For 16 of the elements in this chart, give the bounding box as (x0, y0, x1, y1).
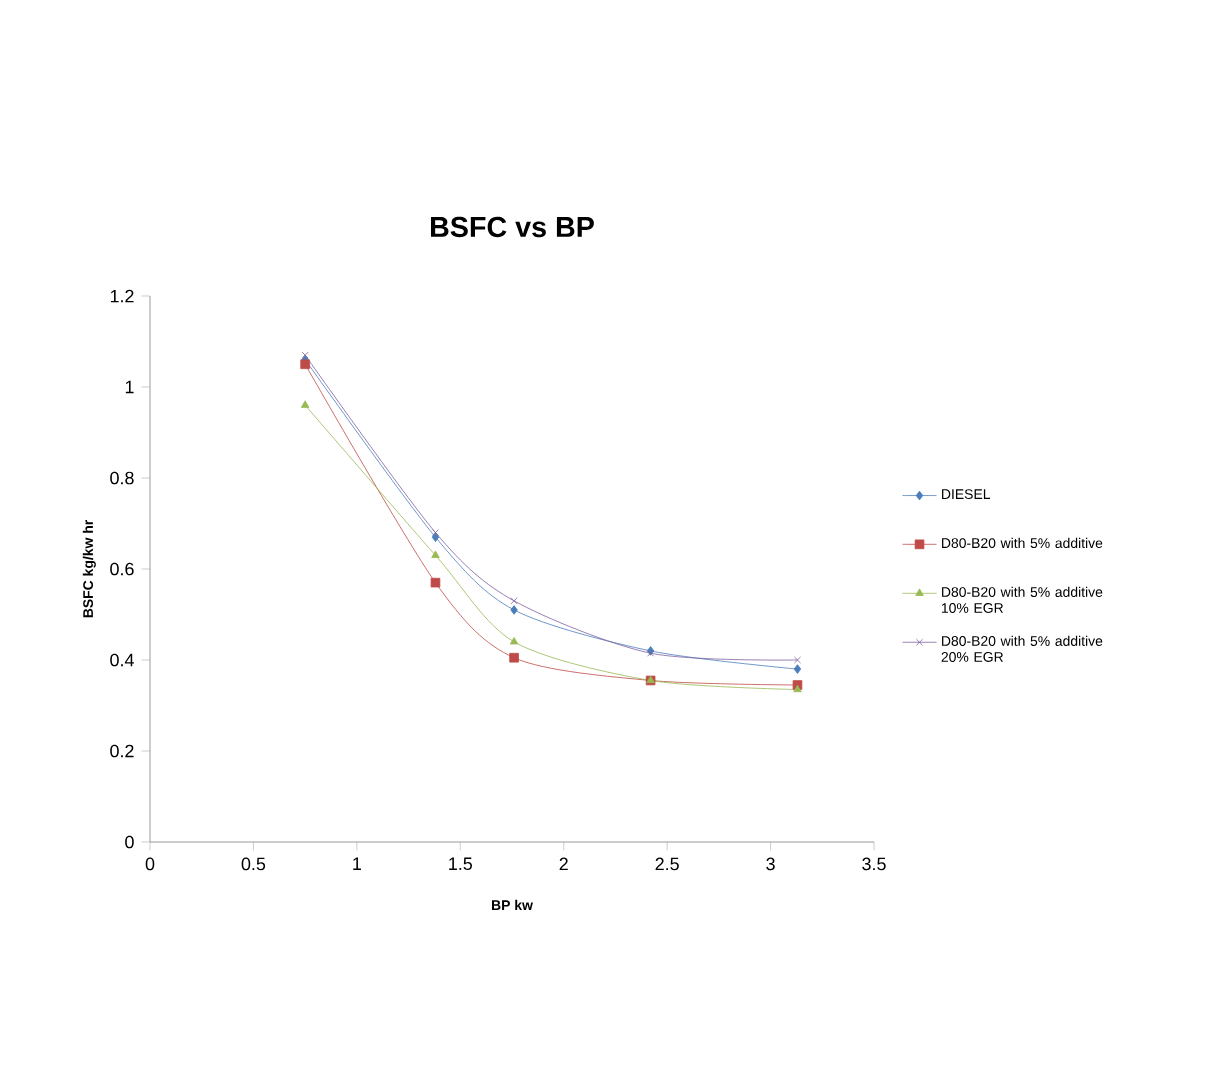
y-tick-label: 0.4 (110, 653, 134, 667)
y-tick-label: 1 (125, 380, 134, 394)
x-tick-label: 0.5 (241, 857, 266, 871)
x-tick-label: 2.5 (655, 857, 679, 871)
x-tick-label: 2 (559, 857, 568, 871)
y-tick-label: 0.6 (110, 562, 134, 576)
x-tick-label: 3.5 (862, 857, 886, 871)
chart-title: BSFC vs BP (431, 216, 594, 238)
y-tick-label: 0 (125, 835, 134, 849)
y-tick-label: 0.2 (110, 744, 134, 758)
y-tick-label: 1.2 (110, 289, 134, 303)
y-tick-label: 0.8 (110, 471, 134, 485)
x-tick-label: 3 (766, 857, 775, 871)
x-tick-label: 1.5 (449, 857, 472, 871)
x-tick-label: 1 (353, 857, 361, 870)
x-tick-label: 0 (145, 857, 155, 871)
